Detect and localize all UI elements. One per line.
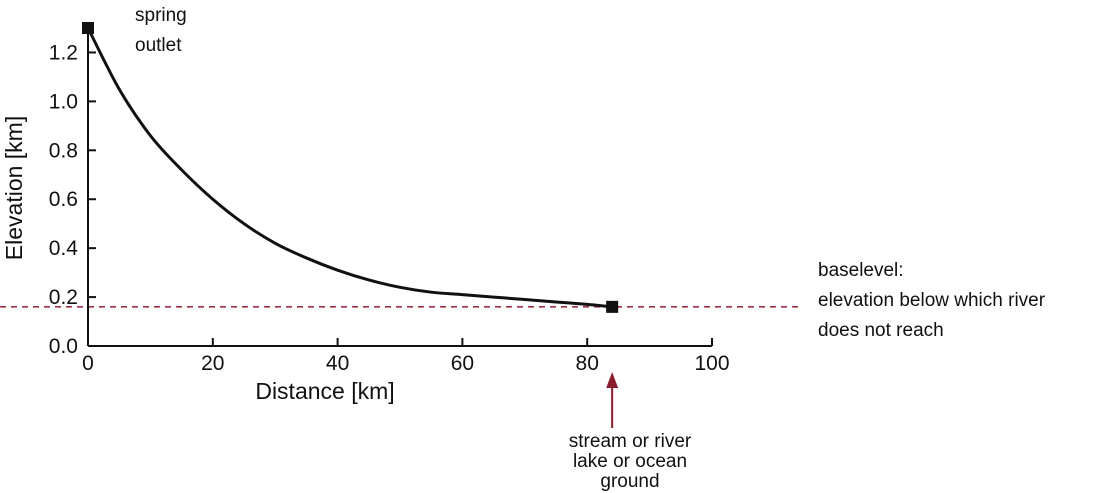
series-layer <box>86 27 613 309</box>
y-tick-label: 0.2 <box>49 286 78 309</box>
baselevel-marker <box>606 300 619 313</box>
arrow-label: ground <box>600 471 659 492</box>
spring-outlet-label: spring <box>135 5 187 26</box>
x-tick-label: 100 <box>694 352 729 375</box>
axes <box>87 28 712 347</box>
y-tick-label: 1.0 <box>49 90 78 113</box>
y-tick-label: 0.8 <box>49 139 78 162</box>
arrow-label: stream or river <box>569 431 692 452</box>
river-profile-line <box>86 27 613 309</box>
spring-outlet-label: outlet <box>135 35 182 56</box>
arrow-label: lake or ocean <box>573 451 687 472</box>
x-tick-label: 60 <box>451 352 474 375</box>
arrow-head <box>606 372 619 388</box>
y-tick-label: 1.2 <box>49 41 78 64</box>
x-axis-title: Distance [km] <box>255 378 394 404</box>
x-tick-label: 0 <box>82 352 94 375</box>
y-tick-label: 0.0 <box>49 335 78 358</box>
spring-outlet-marker <box>82 22 94 34</box>
x-tick-label: 80 <box>576 352 599 375</box>
annotations: spring outlet baselevel: elevation below wh… <box>135 5 1046 492</box>
baselevel-label: elevation below which river <box>818 290 1046 311</box>
x-tick-label: 40 <box>326 352 349 375</box>
baselevel-label: does not reach <box>818 320 944 341</box>
markers <box>82 22 619 313</box>
y-tick-label: 0.4 <box>49 237 79 260</box>
y-axis-title: Elevation [km] <box>1 116 27 260</box>
baselevel-label: baselevel: <box>818 260 904 281</box>
ticks: 0 20 40 60 80 100 0.0 0.2 0.4 0.6 0.8 1.0 1.2 <box>49 41 730 375</box>
y-tick-label: 0.6 <box>49 188 78 211</box>
x-tick-label: 20 <box>201 352 224 375</box>
